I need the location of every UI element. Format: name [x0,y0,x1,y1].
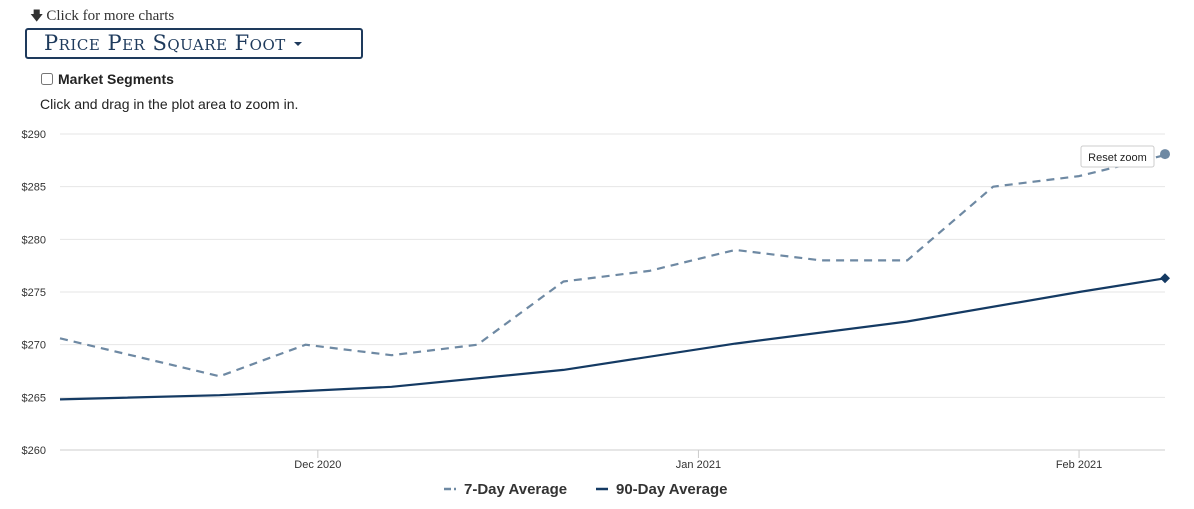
legend-label[interactable]: 90-Day Average [616,481,727,498]
series-7-day-line [59,154,1166,378]
x-tick-label: Dec 2020 [294,459,341,471]
market-segments-toggle[interactable]: Market Segments [40,71,174,87]
last-point-marker [1160,273,1170,284]
market-segments-checkbox[interactable] [41,73,53,85]
legend-label[interactable]: 7-Day Average [464,481,567,498]
caret-down-icon [293,41,302,46]
y-tick-label: $280 [22,234,46,246]
reset-zoom-label: Reset zoom [1088,152,1147,164]
x-tick-label: Jan 2021 [676,459,721,471]
series-90-day-line [59,277,1166,401]
y-tick-label: $265 [22,392,46,404]
y-tick-label: $290 [22,129,46,141]
y-tick-label: $275 [22,287,46,299]
market-segments-label: Market Segments [58,71,174,87]
more-charts-label: Click for more charts [46,8,175,24]
y-tick-label: $285 [22,182,46,194]
more-charts-link[interactable]: 🡇 Click for more charts [30,7,174,29]
y-tick-label: $260 [22,445,46,457]
price-chart[interactable]: $260 $265 $270 $275 $280 $285 $290 Dec 2020 Jan … [0,120,1194,509]
chart-type-label: Price Per Square Foot [44,31,286,55]
y-tick-label: $270 [22,340,46,352]
zoom-hint: Click and drag in the plot area to zoom … [40,96,299,112]
x-tick-label: Feb 2021 [1056,459,1102,471]
last-point-marker [1160,149,1170,160]
chart-type-dropdown[interactable]: Price Per Square Foot [25,28,363,59]
reset-zoom-button[interactable] [1080,145,1155,168]
arrow-down-icon: 🡇 [30,9,44,24]
